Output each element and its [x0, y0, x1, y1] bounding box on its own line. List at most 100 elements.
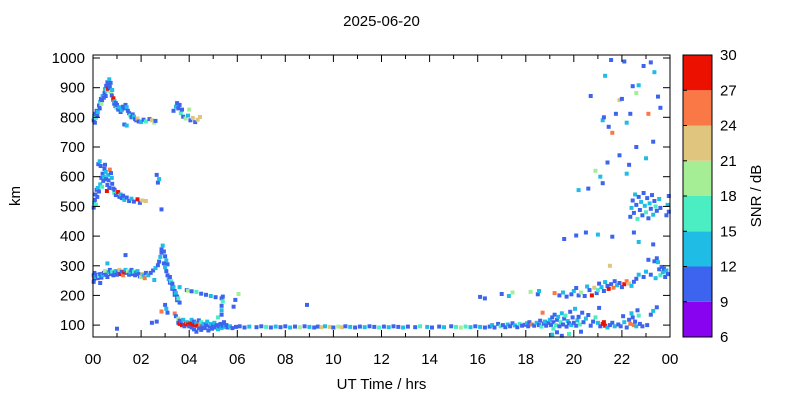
data-point: [121, 273, 126, 278]
data-point: [588, 94, 593, 98]
data-point: [648, 60, 653, 65]
data-point: [367, 324, 372, 329]
data-point: [473, 324, 478, 329]
data-point: [630, 315, 635, 320]
data-point: [624, 279, 629, 284]
data-point: [634, 324, 639, 329]
data-point: [121, 193, 126, 198]
data-point: [181, 114, 186, 119]
data-point: [208, 294, 213, 298]
data-point: [665, 202, 670, 207]
data-point: [468, 325, 473, 330]
colorbar-tick-label: 24: [720, 118, 737, 135]
data-point: [233, 297, 238, 302]
data-point: [331, 325, 336, 330]
x-tick-label: 10: [325, 351, 342, 368]
data-point: [130, 272, 135, 277]
data-point: [97, 159, 102, 164]
data-point: [228, 324, 232, 329]
data-point: [141, 273, 146, 278]
data-point: [589, 293, 594, 298]
data-point: [96, 162, 101, 167]
data-point: [654, 256, 659, 261]
data-point: [98, 272, 103, 277]
data-point: [163, 302, 168, 307]
data-point: [482, 325, 487, 330]
data-point: [172, 289, 177, 293]
data-point: [109, 175, 114, 180]
data-point: [515, 325, 520, 330]
data-point: [93, 115, 98, 120]
data-point: [386, 325, 391, 330]
data-point: [137, 200, 142, 205]
data-point: [103, 170, 108, 174]
data-point: [219, 326, 224, 331]
data-point: [164, 306, 169, 311]
x-tick-label: 16: [469, 351, 486, 368]
data-point: [646, 257, 651, 262]
data-point: [124, 105, 129, 110]
data-point: [565, 319, 570, 323]
data-point: [482, 296, 487, 301]
y-tick-label: 700: [60, 139, 85, 156]
data-point: [125, 269, 130, 274]
data-point: [222, 320, 226, 325]
data-point: [630, 84, 635, 89]
data-point: [583, 316, 588, 321]
data-point: [599, 285, 604, 290]
data-point: [512, 323, 517, 328]
data-point: [636, 272, 641, 277]
data-point: [593, 315, 598, 320]
data-point: [636, 313, 641, 318]
data-point: [95, 110, 100, 114]
data-point: [372, 324, 377, 329]
data-point: [180, 107, 184, 112]
data-point: [644, 156, 648, 161]
data-point: [597, 305, 602, 310]
data-point: [176, 106, 181, 111]
data-point: [653, 204, 658, 209]
data-point: [224, 323, 229, 328]
x-tick-label: 08: [277, 351, 294, 368]
data-point: [216, 315, 220, 320]
data-point: [624, 120, 629, 125]
data-point: [629, 283, 634, 288]
data-point: [199, 327, 204, 332]
data-point: [573, 306, 577, 311]
data-point: [106, 172, 111, 177]
data-point: [201, 321, 206, 326]
data-point: [561, 290, 565, 295]
data-point: [559, 311, 564, 316]
y-tick-label: 400: [60, 228, 85, 245]
colorbar-segment: [683, 160, 712, 196]
data-point: [627, 162, 632, 167]
data-point: [119, 108, 124, 113]
data-point: [510, 321, 515, 326]
data-point: [605, 160, 610, 165]
data-point: [492, 325, 497, 330]
y-tick-label: 200: [60, 287, 85, 304]
data-point: [129, 196, 134, 201]
data-point: [664, 268, 669, 273]
data-point: [124, 195, 129, 200]
data-point: [586, 313, 591, 317]
data-point: [194, 329, 199, 334]
data-point: [640, 324, 645, 329]
data-point: [136, 272, 141, 277]
data-point: [660, 270, 665, 275]
data-point: [652, 199, 657, 203]
data-point: [178, 111, 183, 116]
data-point: [123, 267, 128, 272]
data-point: [607, 263, 612, 268]
data-point: [153, 118, 158, 123]
data-point: [103, 94, 108, 98]
data-point: [595, 320, 600, 325]
data-point: [302, 324, 307, 329]
data-point: [211, 323, 216, 328]
data-point: [110, 181, 115, 186]
data-point: [651, 308, 656, 313]
data-point: [119, 196, 124, 201]
data-point: [635, 308, 640, 313]
data-point: [200, 324, 205, 329]
